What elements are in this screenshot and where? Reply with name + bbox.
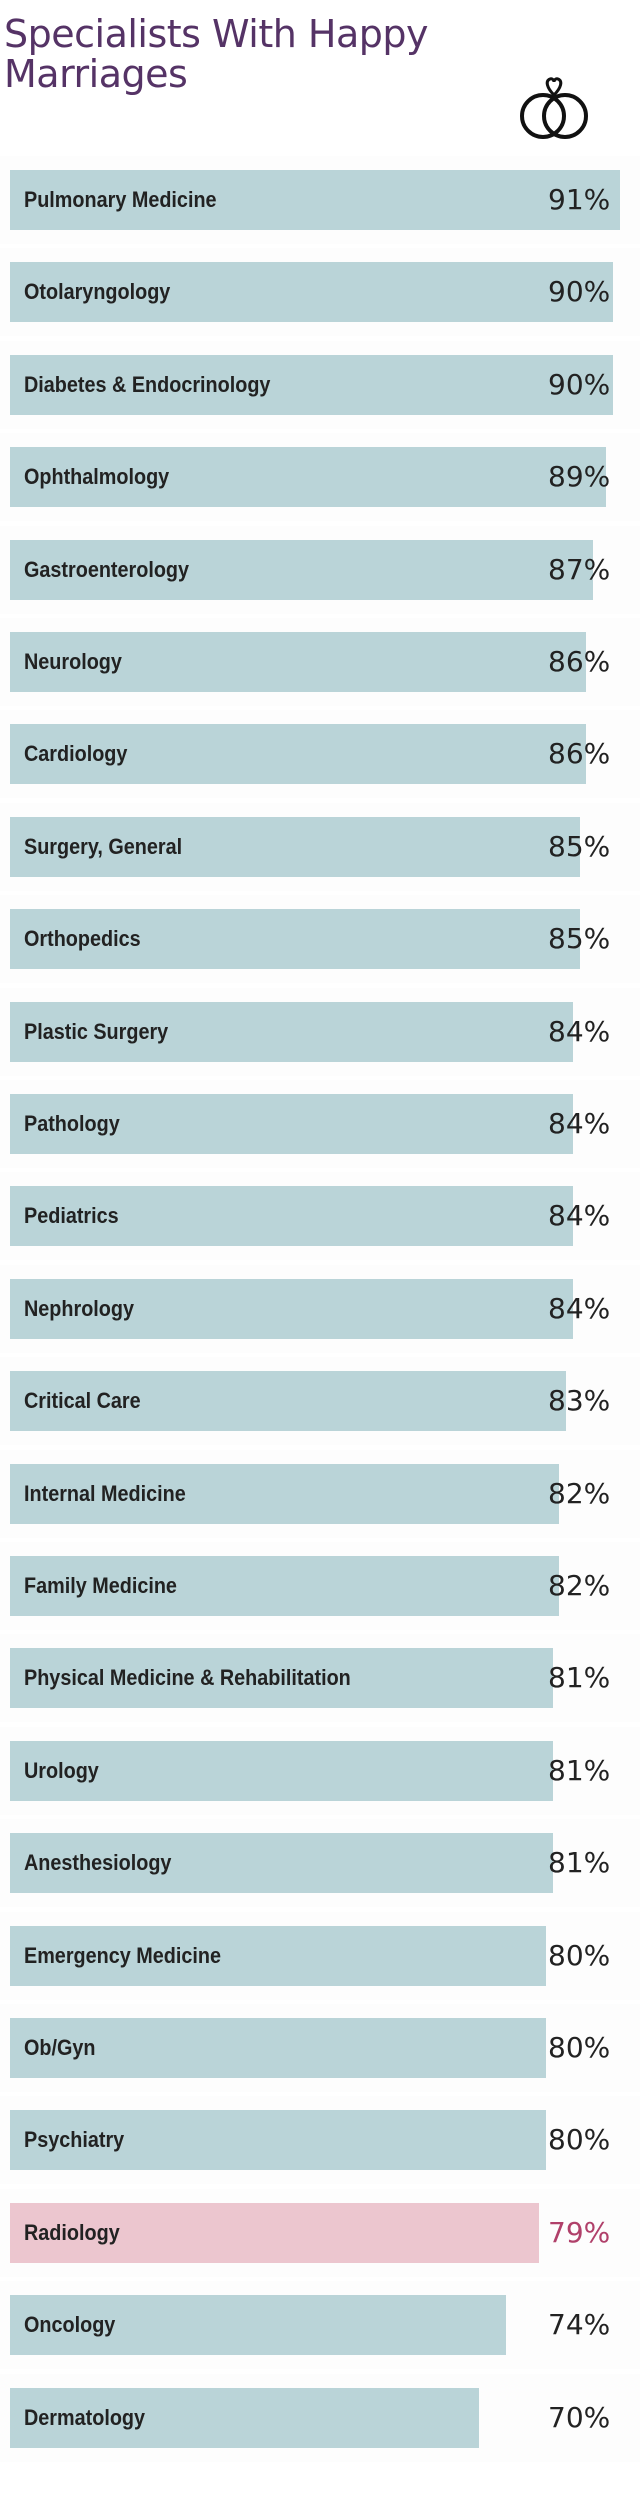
bar-label: Radiology — [24, 2220, 120, 2245]
bar-label: Family Medicine — [24, 1573, 177, 1598]
bar-value-label: 91% — [548, 183, 611, 216]
bar-value-label: 84% — [548, 1199, 611, 1232]
bar-label: Physical Medicine & Rehabilitation — [24, 1665, 351, 1690]
bar-value-label: 82% — [548, 1477, 611, 1510]
bar — [10, 724, 586, 784]
bar-value-label: 80% — [548, 1939, 611, 1972]
bar-value-label: 80% — [548, 2123, 611, 2156]
bar — [10, 1556, 559, 1616]
bar-value-label: 79% — [548, 2216, 611, 2249]
bar — [10, 1002, 573, 1062]
bar-label: Orthopedics — [24, 926, 141, 951]
bar — [10, 1464, 559, 1524]
bar-value-label: 82% — [548, 1569, 611, 1602]
bar-label: Neurology — [24, 649, 122, 674]
bar-value-label: 84% — [548, 1107, 611, 1140]
bar-value-label: 87% — [548, 553, 611, 586]
bar — [10, 2018, 546, 2078]
bar-label: Cardiology — [24, 741, 128, 766]
bar — [10, 447, 606, 507]
bar-label: Plastic Surgery — [24, 1019, 169, 1044]
bar-label: Surgery, General — [24, 834, 183, 859]
bar — [10, 1279, 573, 1339]
wedding-rings-icon — [520, 77, 588, 139]
bar — [10, 2203, 539, 2263]
chart-title: Specialists With Happy Marriages — [4, 12, 429, 96]
bar-value-label: 86% — [548, 645, 611, 678]
bar — [10, 1371, 566, 1431]
bar — [10, 2388, 479, 2448]
bar-label: Gastroenterology — [24, 557, 190, 582]
bar — [10, 1833, 553, 1893]
bar-value-label: 85% — [548, 922, 611, 955]
bar-label: Diabetes & Endocrinology — [24, 372, 271, 397]
bar — [10, 1741, 553, 1801]
bar-label: Ob/Gyn — [24, 2035, 96, 2060]
bar-value-label: 74% — [548, 2308, 611, 2341]
bar-value-label: 81% — [548, 1846, 611, 1879]
bar-label: Emergency Medicine — [24, 1943, 221, 1968]
bar-value-label: 84% — [548, 1292, 611, 1325]
bar-label: Psychiatry — [24, 2127, 125, 2152]
bar-value-label: 70% — [548, 2401, 611, 2434]
bar — [10, 540, 593, 600]
bar — [10, 817, 580, 877]
bar-label: Otolaryngology — [24, 279, 171, 304]
bar — [10, 1926, 546, 1986]
bar — [10, 2110, 546, 2170]
bar-label: Dermatology — [24, 2405, 146, 2430]
bar-value-label: 83% — [548, 1384, 611, 1417]
bar-value-label: 81% — [548, 1661, 611, 1694]
bar-label: Internal Medicine — [24, 1481, 186, 1506]
bar — [10, 1094, 573, 1154]
bar — [10, 1186, 573, 1246]
bar-label: Anesthesiology — [24, 1850, 172, 1875]
bar-value-label: 80% — [548, 2031, 611, 2064]
bar — [10, 355, 613, 415]
bar-value-label: 81% — [548, 1754, 611, 1787]
bar-label: Pulmonary Medicine — [24, 187, 217, 212]
bar — [10, 1648, 553, 1708]
bar-value-label: 86% — [548, 737, 611, 770]
bar-label: Pathology — [24, 1111, 120, 1136]
bar-value-label: 90% — [548, 368, 611, 401]
bar-label: Oncology — [24, 2312, 116, 2337]
bar — [10, 2295, 506, 2355]
bar — [10, 262, 613, 322]
bar-value-label: 90% — [548, 275, 611, 308]
bar-label: Critical Care — [24, 1388, 141, 1413]
bar-label: Pediatrics — [24, 1203, 119, 1228]
bar — [10, 632, 586, 692]
bar-label: Urology — [24, 1758, 99, 1783]
bar-value-label: 89% — [548, 460, 611, 493]
bar-label: Ophthalmology — [24, 464, 170, 489]
bar-label: Nephrology — [24, 1296, 135, 1321]
bar — [10, 909, 580, 969]
bar-value-label: 85% — [548, 830, 611, 863]
bar — [10, 170, 620, 230]
bar-value-label: 84% — [548, 1015, 611, 1048]
